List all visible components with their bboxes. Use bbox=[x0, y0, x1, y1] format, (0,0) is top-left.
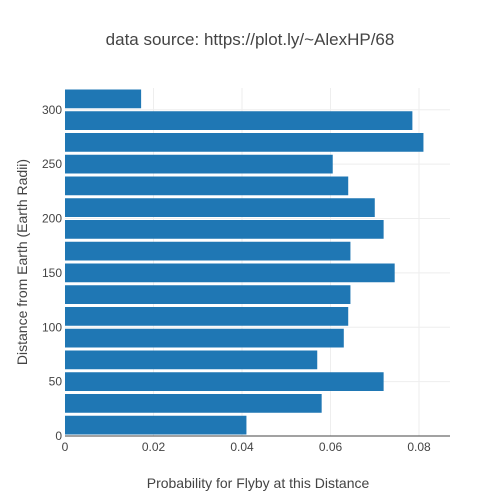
bar[interactable] bbox=[65, 89, 142, 109]
bar[interactable] bbox=[65, 328, 344, 348]
x-tick-label: 0.02 bbox=[142, 440, 166, 454]
bar[interactable] bbox=[65, 285, 351, 304]
bars bbox=[65, 89, 424, 435]
bar[interactable] bbox=[65, 176, 349, 196]
y-tick-label: 150 bbox=[42, 266, 62, 280]
y-tick-label: 0 bbox=[55, 429, 62, 443]
bar[interactable] bbox=[65, 220, 384, 239]
y-tick-label: 200 bbox=[42, 212, 62, 226]
bar[interactable] bbox=[65, 263, 395, 283]
x-tick-label: 0.06 bbox=[319, 440, 343, 454]
bar[interactable] bbox=[65, 307, 349, 326]
bar[interactable] bbox=[65, 111, 413, 130]
bar[interactable] bbox=[65, 415, 247, 435]
y-tick-label: 300 bbox=[42, 103, 62, 117]
bar[interactable] bbox=[65, 372, 384, 391]
y-axis-title: Distance from Earth (Earth Radii) bbox=[14, 159, 30, 365]
bar[interactable] bbox=[65, 394, 322, 413]
chart-title: data source: https://plot.ly/~AlexHP/68 bbox=[106, 30, 395, 49]
bar[interactable] bbox=[65, 133, 424, 152]
x-tick-labels: 0 0.02 0.04 0.06 0.08 bbox=[62, 440, 431, 454]
bar[interactable] bbox=[65, 154, 333, 174]
bar[interactable] bbox=[65, 350, 318, 370]
y-tick-labels: 0 50 100 150 200 250 300 bbox=[42, 103, 62, 443]
bar[interactable] bbox=[65, 241, 351, 261]
y-tick-label: 250 bbox=[42, 157, 62, 171]
y-tick-label: 100 bbox=[42, 320, 62, 334]
y-tick-label: 50 bbox=[49, 375, 63, 389]
bar[interactable] bbox=[65, 198, 375, 217]
x-tick-label: 0 bbox=[62, 440, 69, 454]
x-tick-label: 0.08 bbox=[407, 440, 431, 454]
x-tick-label: 0.04 bbox=[230, 440, 254, 454]
x-axis-title: Probability for Flyby at this Distance bbox=[147, 475, 370, 491]
